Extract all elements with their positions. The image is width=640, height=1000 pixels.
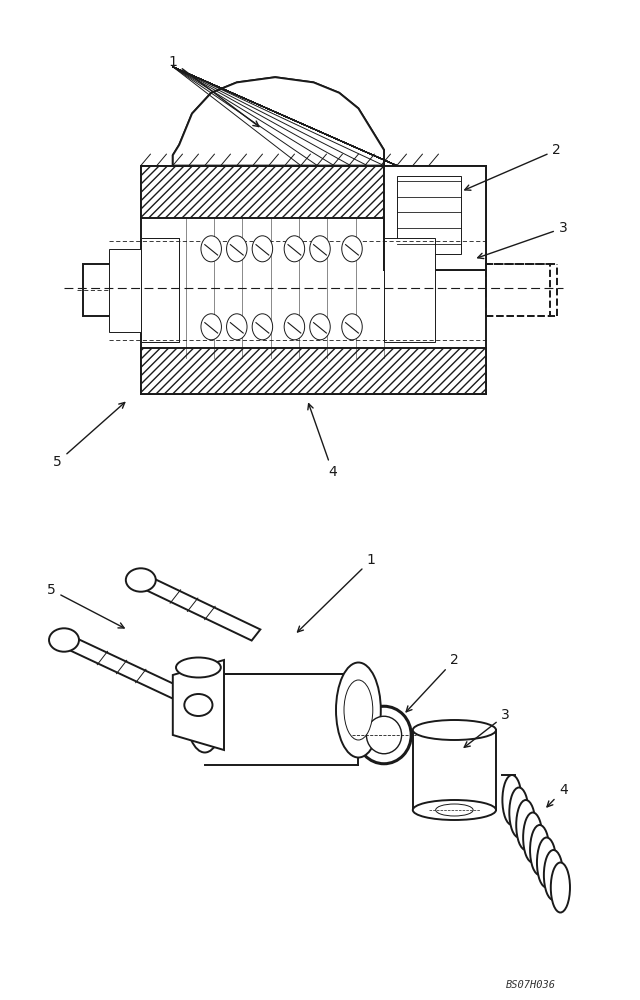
Text: 5: 5 [53,402,125,469]
Ellipse shape [530,825,549,875]
Ellipse shape [342,314,362,340]
Ellipse shape [551,862,570,912]
Ellipse shape [284,236,305,262]
Ellipse shape [310,236,330,262]
Ellipse shape [252,236,273,262]
Polygon shape [83,264,141,316]
Ellipse shape [516,800,536,850]
Polygon shape [141,348,486,394]
Polygon shape [141,166,384,218]
Circle shape [49,628,79,652]
Ellipse shape [227,236,247,262]
Polygon shape [136,574,260,641]
Text: 3: 3 [477,221,568,259]
Text: 2: 2 [465,143,561,190]
Circle shape [184,694,212,716]
Polygon shape [173,77,384,166]
Ellipse shape [201,314,221,340]
Ellipse shape [252,314,273,340]
Text: 1: 1 [298,553,376,632]
Polygon shape [141,238,179,342]
Text: 4: 4 [308,404,337,479]
Polygon shape [384,166,486,270]
Ellipse shape [310,314,330,340]
Ellipse shape [201,236,221,262]
Text: BS07H036: BS07H036 [506,980,556,990]
Ellipse shape [227,314,247,340]
Ellipse shape [537,838,556,888]
Ellipse shape [176,658,221,678]
Polygon shape [397,176,461,254]
Ellipse shape [366,716,402,754]
Polygon shape [173,77,384,166]
Text: 1: 1 [168,55,259,127]
Ellipse shape [413,720,496,740]
Ellipse shape [544,850,563,900]
Ellipse shape [336,662,381,758]
Circle shape [126,568,156,592]
Ellipse shape [344,680,372,740]
Ellipse shape [284,314,305,340]
Ellipse shape [342,236,362,262]
Polygon shape [109,249,141,332]
Polygon shape [60,634,196,706]
Text: 3: 3 [464,708,510,747]
Ellipse shape [509,788,529,838]
Text: 4: 4 [547,783,568,807]
Ellipse shape [357,706,412,764]
Ellipse shape [523,812,542,862]
Ellipse shape [436,804,473,816]
Ellipse shape [413,800,496,820]
Polygon shape [141,238,179,342]
Text: 2: 2 [406,653,459,712]
Polygon shape [141,166,486,394]
Text: 5: 5 [47,583,124,628]
Polygon shape [384,166,486,270]
Polygon shape [384,238,435,342]
Ellipse shape [186,668,224,752]
Polygon shape [173,660,224,750]
Ellipse shape [502,775,522,825]
